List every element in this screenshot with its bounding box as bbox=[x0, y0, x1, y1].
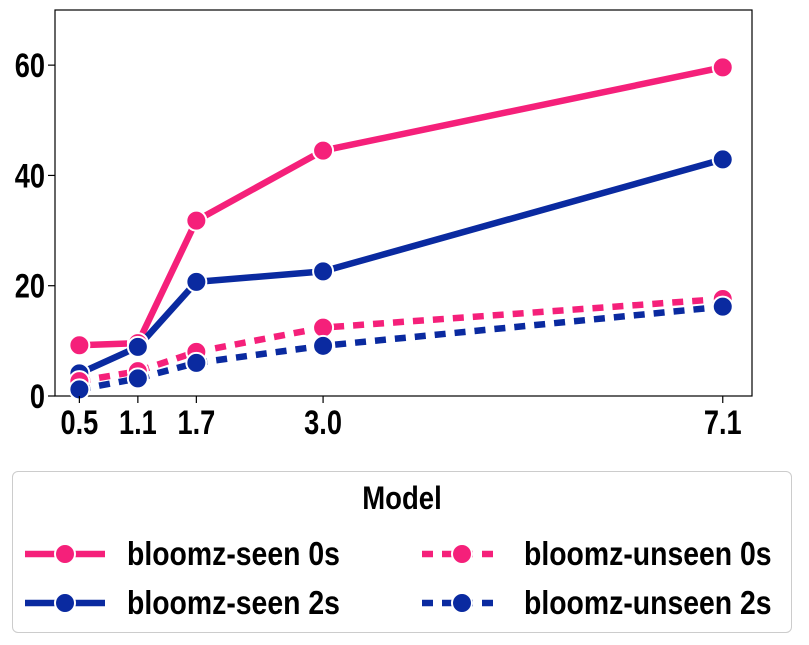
legend-entry-bloomz-unseen-0s: bloomz-unseen 0s bbox=[420, 530, 809, 578]
legend-swatch bbox=[25, 543, 105, 565]
line-chart: 0.5 1.1 1.7 3.0 7.1 0 20 40 60 bbox=[15, 9, 753, 442]
x-tick-label: 7.1 bbox=[704, 403, 742, 442]
legend-entry-bloomz-unseen-2s: bloomz-unseen 2s bbox=[420, 579, 809, 627]
point-bloomz-seen-0s-0 bbox=[68, 334, 91, 357]
legend-title: Model bbox=[362, 480, 442, 516]
legend-swatch bbox=[422, 543, 502, 565]
y-tick-label: 0 bbox=[30, 377, 45, 416]
point-bloomz-unseen-2s-4 bbox=[711, 295, 734, 318]
series-line-bloomz-unseen-2s bbox=[78, 303, 724, 393]
x-tick-label: 1.7 bbox=[177, 403, 215, 442]
point-bloomz-seen-2s-3 bbox=[312, 260, 335, 283]
point-bloomz-seen-0s-4 bbox=[711, 56, 734, 79]
y-tick-label: 20 bbox=[15, 267, 45, 306]
legend-label: bloomz-seen 0s bbox=[127, 535, 340, 572]
series-markers bbox=[68, 56, 734, 401]
legend-swatch bbox=[25, 592, 105, 614]
legend-entry-bloomz-seen-0s: bloomz-seen 0s bbox=[23, 530, 375, 578]
plot-frame bbox=[54, 9, 753, 397]
point-bloomz-unseen-0s-3 bbox=[312, 316, 335, 339]
point-bloomz-seen-2s-4 bbox=[711, 148, 734, 171]
y-tick-label: 40 bbox=[15, 157, 45, 196]
y-tick-label: 60 bbox=[15, 46, 45, 85]
point-bloomz-unseen-2s-2 bbox=[185, 351, 208, 374]
x-tick-label: 3.0 bbox=[304, 403, 342, 442]
legend-swatch bbox=[422, 592, 502, 614]
x-tick-label: 1.1 bbox=[119, 403, 157, 442]
point-bloomz-seen-0s-3 bbox=[312, 139, 335, 162]
point-bloomz-unseen-2s-3 bbox=[312, 334, 335, 357]
legend-label: bloomz-seen 2s bbox=[127, 584, 340, 621]
point-bloomz-seen-2s-2 bbox=[185, 270, 208, 293]
legend-entry-bloomz-seen-2s: bloomz-seen 2s bbox=[23, 579, 375, 627]
point-bloomz-seen-2s-1 bbox=[126, 335, 149, 358]
series-lines bbox=[78, 64, 724, 393]
point-bloomz-unseen-2s-1 bbox=[126, 367, 149, 390]
y-axis-ticks: 0 20 40 60 bbox=[15, 46, 55, 416]
x-tick-label: 0.5 bbox=[60, 403, 98, 442]
legend-label: bloomz-unseen 0s bbox=[524, 535, 772, 572]
x-axis-ticks: 0.5 1.1 1.7 3.0 7.1 bbox=[60, 396, 742, 442]
point-bloomz-seen-0s-2 bbox=[185, 209, 208, 232]
legend-label: bloomz-unseen 2s bbox=[524, 584, 772, 621]
legend: Model bloomz-seen 0s bloomz-seen 2s bloomz… bbox=[12, 471, 792, 633]
